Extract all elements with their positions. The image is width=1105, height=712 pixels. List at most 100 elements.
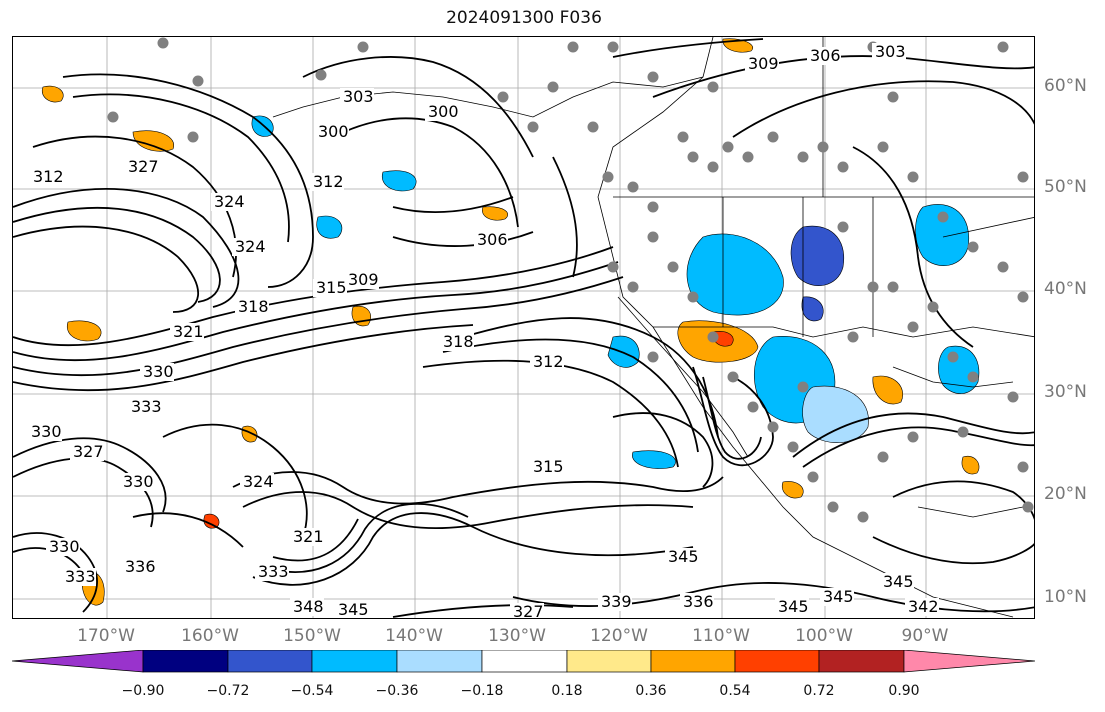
station-dot (767, 131, 779, 143)
contour-label-bg (775, 598, 809, 616)
station-dot (887, 281, 899, 293)
contour-label: 333 (131, 397, 162, 416)
contour-label: 345 (778, 597, 809, 616)
colorbar-tick-label: 0.72 (803, 683, 835, 699)
colorbar-tick-label: −0.72 (206, 683, 250, 699)
station-dot (527, 121, 539, 133)
contour-label: 300 (318, 122, 349, 141)
station-dot (877, 451, 889, 463)
colorbar-segment (734, 650, 820, 673)
station-dot (647, 351, 659, 363)
contour-label-bg (125, 158, 159, 176)
contour-label-bg (30, 168, 64, 186)
lon-label: 150°W (283, 626, 341, 646)
contour-label: 324 (214, 192, 245, 211)
contour-label-bg (140, 363, 174, 381)
lat-label: 30°N (1044, 382, 1087, 402)
station-dot (315, 69, 327, 81)
station-dot (1017, 461, 1029, 473)
contour-label-bg (28, 423, 62, 441)
station-dot (837, 221, 849, 233)
contour-label-bg (820, 588, 854, 606)
station-dot (547, 81, 559, 93)
lat-label: 10°N (1044, 587, 1087, 607)
station-dot (797, 151, 809, 163)
contour-lines (13, 38, 1034, 618)
colorbar-tick-label: −0.36 (375, 683, 419, 699)
contour-label-bg (310, 173, 344, 191)
station-dot (907, 431, 919, 443)
station-dot (787, 441, 799, 453)
station-dot (187, 131, 199, 143)
station-dot (837, 161, 849, 173)
contour-label: 312 (33, 167, 64, 186)
station-dot (627, 281, 639, 293)
contour-label: 321 (173, 322, 204, 341)
colorbar-tick-label: 0.18 (551, 683, 583, 699)
station-dot (707, 161, 719, 173)
contour-label: 327 (128, 157, 159, 176)
contour-label: 303 (875, 42, 906, 61)
station-dot (497, 91, 509, 103)
contour-label-bg (530, 353, 564, 371)
lon-label: 170°W (77, 626, 135, 646)
colorbar-tick-label: 0.54 (719, 683, 751, 699)
lat-label: 60°N (1044, 76, 1087, 96)
contour-label: 339 (601, 592, 632, 611)
contour-label-bg (62, 568, 96, 586)
contour-label-bg (345, 271, 379, 289)
contour-label-bg (235, 298, 269, 316)
station-dot (607, 261, 619, 273)
lat-lon-gridlines (13, 37, 1034, 618)
lat-label: 20°N (1044, 484, 1087, 504)
station-dot (687, 291, 699, 303)
station-dot (1017, 291, 1029, 303)
contour-label: 330 (123, 472, 154, 491)
colorbar-segment (650, 650, 736, 673)
contour-label: 345 (883, 572, 914, 591)
contour-label-bg (170, 323, 204, 341)
contour-label: 300 (428, 102, 459, 121)
station-dot (847, 331, 859, 343)
station-dot (927, 301, 939, 313)
station-dot (627, 181, 639, 193)
contour-label: 345 (338, 600, 369, 619)
contour-label: 309 (748, 54, 779, 73)
contour-label: 345 (823, 587, 854, 606)
colorbar-tick-label: −0.90 (121, 683, 165, 699)
contour-label-bg (290, 598, 324, 616)
contour-label-bg (211, 193, 245, 211)
colorbar-tick-label: 0.36 (635, 683, 667, 699)
station-dot (727, 371, 739, 383)
station-dot (707, 331, 719, 343)
station-dot (1022, 501, 1034, 513)
station-dot (1007, 391, 1019, 403)
contour-label: 303 (343, 87, 374, 106)
lon-label: 100°W (795, 626, 853, 646)
lon-label: 110°W (692, 626, 750, 646)
station-dot (867, 281, 879, 293)
contour-label: 321 (293, 527, 324, 546)
colorbar-tick-label: −0.54 (290, 683, 334, 699)
map-title: 2024091300 F036 (446, 8, 602, 28)
colorbar-segment (396, 650, 483, 673)
station-dot (887, 91, 899, 103)
station-dot (742, 151, 754, 163)
colorbar-segment (142, 650, 229, 673)
station-dot (157, 37, 169, 49)
colorbar-tick-label: 0.90 (888, 683, 920, 699)
contour-label: 306 (810, 46, 841, 65)
station-dot (827, 501, 839, 513)
contour-label-bg (530, 458, 564, 476)
lon-label: 130°W (488, 626, 546, 646)
station-dot (667, 261, 679, 273)
lon-label: 120°W (590, 626, 648, 646)
station-dot (192, 75, 204, 87)
contour-label-bg (872, 43, 906, 61)
station-dot (997, 41, 1009, 53)
station-dot (807, 471, 819, 483)
contour-label: 348 (293, 597, 324, 616)
lon-label: 90°W (901, 626, 949, 646)
